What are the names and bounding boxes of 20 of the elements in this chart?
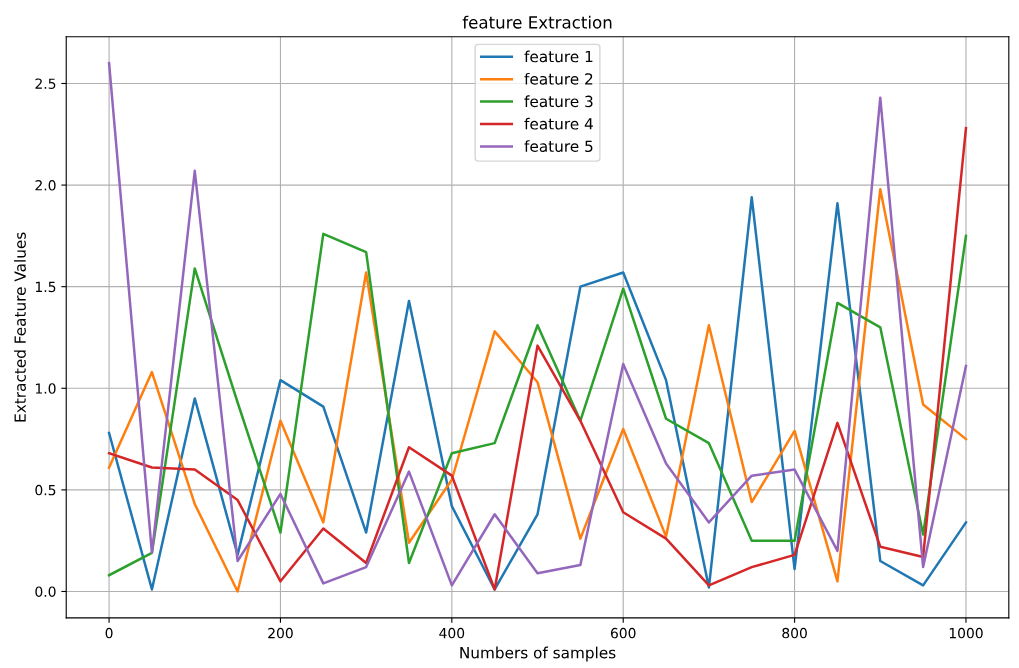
y-tick-label: 0.0 bbox=[35, 586, 56, 597]
y-tick-label: 2.5 bbox=[35, 78, 56, 89]
x-tick-label: 600 bbox=[610, 627, 636, 639]
x-tick-label: 800 bbox=[782, 627, 807, 639]
legend-label: feature 4 bbox=[524, 117, 593, 130]
x-tick-label: 200 bbox=[268, 627, 293, 639]
y-axis-title: Extracted Feature Values bbox=[14, 232, 26, 422]
chart-title: feature Extraction bbox=[462, 15, 612, 29]
y-tick-label: 0.5 bbox=[35, 484, 56, 496]
y-tick-label: 1.0 bbox=[35, 383, 56, 394]
x-axis-title: Numbers of samples bbox=[460, 646, 616, 662]
x-tick-label: 0 bbox=[105, 627, 113, 639]
y-tick-label: 2.0 bbox=[35, 180, 56, 191]
legend-label: feature 3 bbox=[524, 95, 593, 108]
x-tick-label: 400 bbox=[439, 627, 465, 639]
x-tick-label: 1000 bbox=[949, 627, 983, 639]
legend-label: feature 2 bbox=[524, 72, 593, 85]
legend-label: feature 1 bbox=[524, 50, 593, 63]
legend-label: feature 5 bbox=[524, 140, 593, 153]
y-tick-label: 1.5 bbox=[35, 281, 56, 293]
